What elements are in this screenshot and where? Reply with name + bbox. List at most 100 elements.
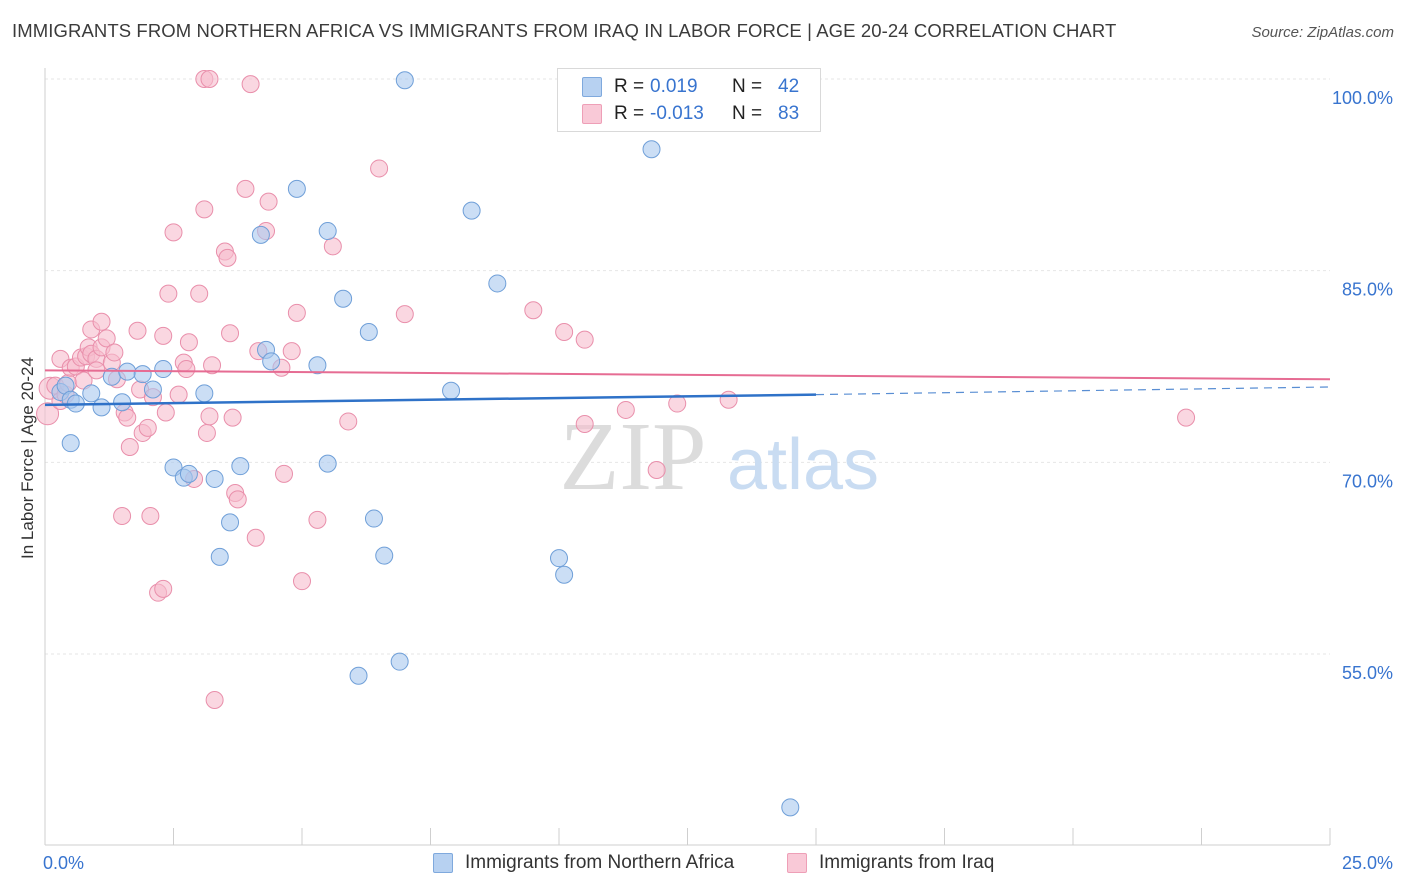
y-tick-label: 70.0% [1342,471,1393,491]
iraq-point [113,507,132,525]
iraq-point [141,507,160,525]
iraq-point [203,356,222,375]
iraq-point [159,284,178,303]
legend-n-label: N = [732,76,763,97]
iraq-point [200,407,219,426]
x-tick-label: 0.0% [43,853,84,873]
iraq-point [197,423,216,442]
iraq-point [246,528,265,547]
northern-africa-point [555,565,574,584]
northern-africa-trend-extension [815,386,1331,396]
legend-swatch-pink [582,104,602,124]
northern-africa-trend-line [44,393,817,407]
iraq-point [668,394,687,413]
grid-lines [45,78,1330,655]
iraq-point [169,385,188,404]
northern-africa-point [442,381,461,400]
iraq-point [128,321,147,340]
iraq-point [282,342,301,361]
northern-africa-point [390,652,409,671]
axes [44,68,1331,846]
iraq-point [154,326,173,345]
iraq-point [339,412,358,431]
legend-row-iraq: R = -0.013 N = 83 [582,101,799,127]
northern-africa-point [92,398,111,417]
iraq-point [164,223,183,242]
iraq-point [223,408,242,427]
iraq-point [221,324,240,343]
legend-n-value: 42 [778,76,800,97]
legend-item-northern-africa: Immigrants from Northern Africa [433,852,734,874]
iraq-point [259,192,278,211]
iraq-point [323,237,342,256]
northern-africa-point [113,393,132,412]
iraq-point [118,408,137,427]
watermark-atlas: atlas [727,425,879,505]
northern-africa-point [550,549,568,568]
northern-africa-point [287,179,306,198]
iraq-point [275,464,294,483]
y-axis-title: In Labor Force | Age 20-24 [18,357,37,559]
northern-africa-point [133,365,152,384]
northern-africa-point [205,469,224,488]
legend-r-label: R = [614,76,645,97]
northern-africa-point [318,454,337,473]
iraq-point [120,438,139,456]
northern-africa-point [359,323,378,341]
legend-row-northern-africa: R = 0.019 N = 42 [582,74,799,100]
northern-africa-point [334,289,353,308]
iraq-point [555,323,574,341]
y-tick-label: 55.0% [1342,663,1393,683]
northern-africa-point [642,140,661,159]
iraq-point [647,461,666,479]
iraq-point [370,159,389,178]
northern-africa-point [231,457,250,476]
northern-africa-point [221,513,240,532]
legend-swatch-blue [433,853,453,873]
source-note: Source: ZipAtlas.com [1251,24,1394,41]
iraq-point [575,415,594,433]
northern-africa-point [349,666,368,685]
tick-labels: 55.0% 70.0% 85.0% 100.0% 0.0% 25.0% [43,88,1393,873]
northern-africa-point [462,201,481,220]
iraq-point [138,418,157,437]
correlation-legend: R = 0.019 N = 42 R = -0.013 N = 83 [557,68,821,132]
legend-swatch-pink [787,853,807,873]
northern-africa-point [179,464,198,483]
legend-r-label: R = [614,103,645,124]
iraq-point [179,333,198,352]
legend-r-value: 0.019 [650,76,698,97]
iraq-point [293,572,311,591]
iraq-point [36,402,60,426]
x-tick-label: 25.0% [1342,853,1393,873]
legend-item-iraq: Immigrants from Iraq [787,852,994,874]
northern-africa-point [82,384,101,403]
y-tick-label: 100.0% [1332,88,1393,108]
northern-africa-point [61,434,80,453]
y-tick-label: 85.0% [1342,280,1393,300]
iraq-point [177,360,196,379]
northern-africa-point [318,222,337,241]
chart-title: IMMIGRANTS FROM NORTHERN AFRICA VS IMMIG… [12,20,1117,41]
legend-n-label: N = [732,103,763,124]
iraq-point [205,691,224,709]
iraq-point [195,200,214,219]
iraq-point [524,301,543,320]
series-legend: Immigrants from Northern Africa Immigran… [0,852,1406,878]
iraq-point [395,305,414,324]
iraq-trend-line [44,369,1331,381]
iraq-point [287,303,306,322]
northern-africa-point [154,360,173,379]
iraq-point [308,510,327,529]
iraq-point [105,343,124,362]
iraq-point [236,179,255,198]
northern-africa-point [395,71,414,90]
iraq-point [154,579,173,598]
iraq-point [156,403,175,422]
legend-label-northern-africa: Immigrants from Northern Africa [465,852,735,873]
northern-africa-point [364,509,383,528]
northern-africa-point [143,380,162,399]
legend-swatch-blue [582,77,602,97]
watermark: ZIP atlas [560,403,880,511]
